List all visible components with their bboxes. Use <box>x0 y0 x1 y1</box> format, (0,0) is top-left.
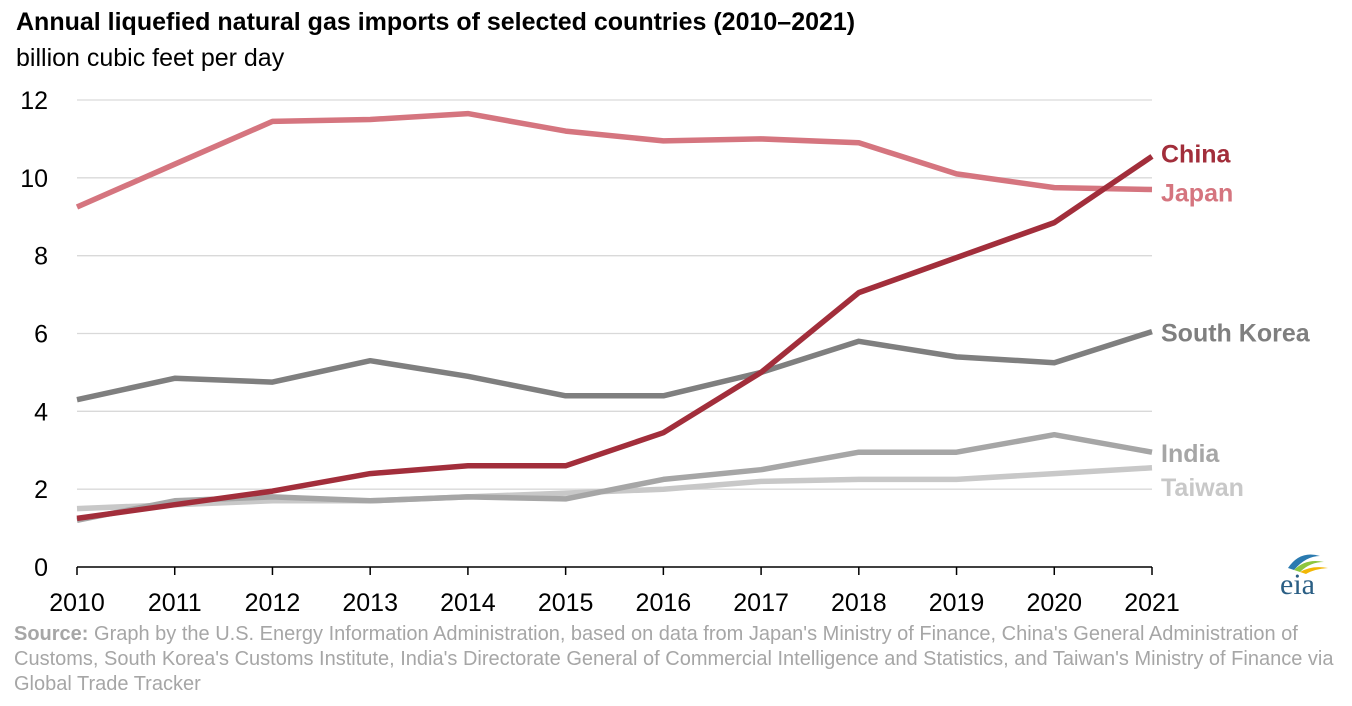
gridlines <box>77 99 1152 490</box>
x-tick-label: 2018 <box>831 589 887 617</box>
x-tick-label: 2014 <box>440 589 496 617</box>
x-tick-label: 2021 <box>1124 589 1180 617</box>
series-label-japan: Japan <box>1161 180 1233 208</box>
logo-leaf-blue <box>1288 554 1320 570</box>
series-labels: Taiwan India South Korea Japan China <box>1161 140 1311 501</box>
series-lines <box>75 110 1154 523</box>
x-tick-label: 2016 <box>636 589 692 617</box>
x-tick-label: 2015 <box>538 589 594 617</box>
x-tick-label: 2010 <box>49 589 105 617</box>
series-label-india: India <box>1161 440 1220 468</box>
y-axis-tick-labels: 0 2 4 6 8 10 12 <box>20 87 48 582</box>
chart-title: Annual liquefied natural gas imports of … <box>16 8 856 36</box>
y-tick-label: 12 <box>20 87 48 115</box>
source-note: Source: Graph by the U.S. Energy Informa… <box>14 622 1344 697</box>
series-line-japan <box>75 110 1153 210</box>
y-tick-label: 4 <box>34 398 48 426</box>
source-text: Graph by the U.S. Energy Information Adm… <box>14 623 1334 695</box>
x-tick-label: 2017 <box>733 589 789 617</box>
logo-leaf-yellow <box>1300 567 1328 574</box>
x-tick-label: 2012 <box>245 589 301 617</box>
x-tick-label: 2013 <box>342 589 398 617</box>
y-tick-label: 8 <box>34 243 48 271</box>
x-tick-label: 2011 <box>148 589 202 617</box>
logo-text: eia <box>1280 568 1315 600</box>
series-label-taiwan: Taiwan <box>1161 474 1244 502</box>
x-tick-label: 2019 <box>929 589 985 617</box>
y-tick-label: 6 <box>34 321 48 349</box>
series-line-india <box>76 431 1153 523</box>
x-tick-label: 2020 <box>1026 589 1082 617</box>
y-tick-label: 2 <box>34 476 48 504</box>
eia-logo: eia <box>1280 554 1328 600</box>
source-label: Source: <box>14 623 89 645</box>
series-line-china <box>76 154 1154 522</box>
y-tick-label: 0 <box>34 554 48 582</box>
logo-leaf-green <box>1294 561 1324 572</box>
series-label-south-korea: South Korea <box>1161 320 1311 348</box>
y-tick-label: 10 <box>20 165 48 193</box>
series-label-china: China <box>1161 140 1232 168</box>
series-line-south-korea <box>76 328 1153 403</box>
chart-subtitle: billion cubic feet per day <box>16 44 285 72</box>
x-axis: 2010 2011 2012 2013 2014 2015 2016 2017 2018 2019… <box>49 566 1180 617</box>
